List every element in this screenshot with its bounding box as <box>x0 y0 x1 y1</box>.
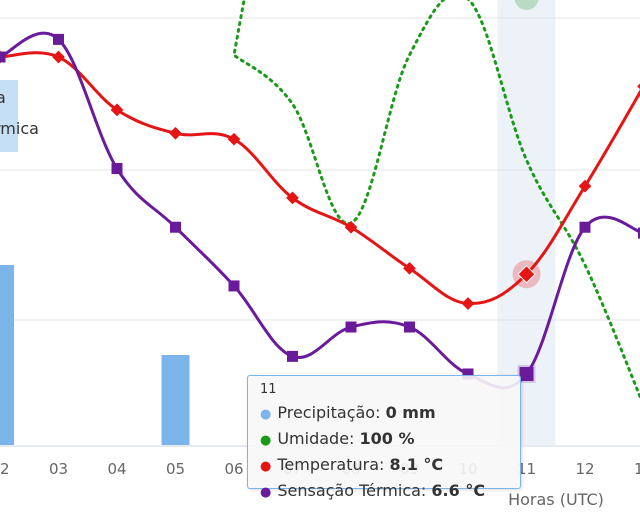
tooltip-value: 100 % <box>359 429 415 448</box>
series-dot-icon: ● <box>260 485 272 500</box>
feels-like-series <box>0 31 640 390</box>
temperature-point[interactable] <box>344 220 358 234</box>
feels-like-point[interactable] <box>228 280 240 292</box>
x-tick-label: 05 <box>166 460 185 478</box>
feels-like-point[interactable] <box>111 163 123 175</box>
legend-bg <box>0 80 18 152</box>
series-dot-icon: ● <box>260 459 272 474</box>
feels-like-point[interactable] <box>345 321 357 333</box>
tooltip-row: ● Sensação Térmica: 6.6 °C <box>260 479 508 505</box>
legend-text: a <box>0 88 6 107</box>
temperature-point[interactable] <box>403 261 416 275</box>
tooltip-value: 0 mm <box>385 403 436 422</box>
feels-like-point[interactable] <box>53 33 64 45</box>
tooltip: 11 ● Precipitação: 0 mm ● Umidade: 100 % ● Te… <box>247 375 521 500</box>
x-tick-label: 12 <box>575 460 594 478</box>
temperature-point[interactable] <box>227 132 241 146</box>
temperature-point[interactable] <box>286 191 299 205</box>
feels-like-point[interactable] <box>638 227 640 239</box>
feels-like-point[interactable] <box>579 221 591 233</box>
feels-like-line <box>0 31 640 390</box>
tooltip-header: 11 <box>260 382 277 397</box>
temperature-point[interactable] <box>517 264 536 284</box>
x-tick-label: 11 <box>517 460 536 478</box>
tooltip-label: Umidade: <box>277 429 360 448</box>
legend-clipped: a rmica <box>0 80 39 152</box>
x-tick-label: 04 <box>107 460 126 478</box>
x-axis-title: Horas (UTC) <box>508 490 604 509</box>
temperature-point[interactable] <box>461 297 475 310</box>
tooltip-label: Precipitação: <box>277 403 386 422</box>
feels-like-point[interactable] <box>404 321 415 333</box>
precipitation-bars <box>0 265 190 445</box>
tooltip-value: 8.1 °C <box>389 455 444 474</box>
tooltip-row: ● Umidade: 100 % <box>260 427 508 453</box>
temperature-point[interactable] <box>52 50 65 64</box>
tooltip-label: Sensação Térmica: <box>277 481 432 500</box>
x-tick-label: 13 <box>634 460 640 478</box>
tooltip-label: Temperatura: <box>277 455 390 474</box>
feels-like-point[interactable] <box>287 350 298 362</box>
temperature-point[interactable] <box>169 126 182 140</box>
precipitation-bar <box>161 355 190 445</box>
feels-like-point[interactable] <box>519 366 534 381</box>
feels-like-point[interactable] <box>462 368 474 380</box>
feels-like-point[interactable] <box>170 221 181 233</box>
humidity-series <box>232 0 640 401</box>
x-tick-label: 02 <box>0 460 10 478</box>
tooltip-value: 6.6 °C <box>431 481 486 500</box>
tooltip-row: ● Temperatura: 8.1 °C <box>260 453 508 479</box>
legend-text: rmica <box>0 119 39 138</box>
precipitation-bar <box>0 265 14 445</box>
series-dot-icon: ● <box>260 433 272 448</box>
series-dot-icon: ● <box>260 407 272 422</box>
x-tick-label: 03 <box>49 460 68 478</box>
x-tick-label: 06 <box>224 460 243 478</box>
feels-like-point[interactable] <box>0 51 6 63</box>
humidity-line <box>232 0 640 401</box>
humidity-hover-marker <box>514 0 539 10</box>
tooltip-row: ● Precipitação: 0 mm <box>260 401 508 427</box>
